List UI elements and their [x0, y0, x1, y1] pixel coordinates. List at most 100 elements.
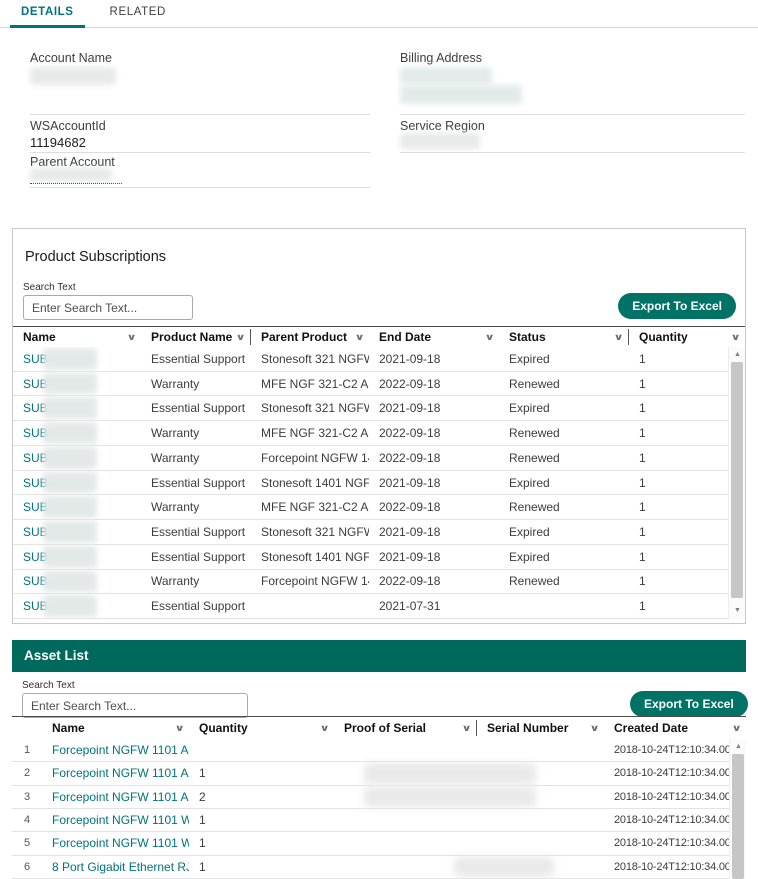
- cell-parent-product: Stonesoft 321 NGFW A...: [261, 525, 369, 539]
- assets-table-body: 1 Forcepoint NGFW 1101 Appl... 2018-10-2…: [12, 739, 746, 879]
- chevron-down-icon[interactable]: ∨: [354, 331, 365, 342]
- chevron-down-icon[interactable]: ∨: [730, 331, 741, 342]
- chevron-down-icon[interactable]: ∨: [613, 331, 624, 342]
- subscriptions-export-to-excel-button[interactable]: Export To Excel: [618, 293, 736, 319]
- cell-created-date: 2018-10-24T12:10:34.000Z: [614, 790, 729, 803]
- cell-rownum: 2: [23, 767, 31, 780]
- asset-link[interactable]: Forcepoint NGFW 1101 Appl...: [52, 789, 189, 804]
- cell-product-name: Essential Support: [151, 525, 246, 539]
- column-header-serial-number[interactable]: Serial Number ∨: [477, 720, 604, 736]
- chevron-down-icon[interactable]: ∨: [589, 722, 600, 733]
- table-row: SUB- Warranty MFE NGF 321-C2 Appli... 20…: [13, 421, 728, 446]
- tab-details[interactable]: DETAILS: [10, 0, 85, 28]
- cell-product-name: Essential Support: [151, 599, 246, 614]
- scrollbar-thumb[interactable]: [731, 362, 743, 598]
- scroll-down-icon[interactable]: ▼: [734, 607, 741, 614]
- table-row: 3 Forcepoint NGFW 1101 Appl... 2 2018-10…: [12, 786, 729, 809]
- chevron-down-icon[interactable]: ∨: [484, 331, 495, 342]
- vertical-scrollbar[interactable]: ▲: [729, 739, 746, 879]
- column-label: Parent Product: [261, 330, 348, 344]
- column-label: Created Date: [614, 721, 689, 735]
- column-header-name[interactable]: Name ∨: [42, 720, 189, 736]
- subscription-name-redacted: [43, 372, 97, 395]
- field-divider: [30, 152, 370, 153]
- parent-account-link-underline: [30, 183, 122, 184]
- column-label: Serial Number: [487, 721, 569, 735]
- cell-product-name: Warranty: [151, 426, 200, 441]
- column-header-status[interactable]: Status ∨: [499, 329, 629, 345]
- scroll-up-icon[interactable]: ▲: [735, 743, 742, 750]
- column-header-proof-of-serial[interactable]: Proof of Serial ∨: [334, 720, 477, 736]
- cell-end-date: 2022-09-18: [379, 426, 441, 441]
- scrollbar-thumb[interactable]: [732, 754, 744, 879]
- cell-quantity: 1: [639, 376, 646, 391]
- cell-created-date: 2018-10-24T12:10:34.000Z: [614, 767, 729, 780]
- assets-search-input[interactable]: [22, 693, 248, 718]
- table-row: SUB- Warranty Forcepoint NGFW 1401 ... 2…: [13, 446, 728, 471]
- cell-status: Renewed: [509, 426, 560, 441]
- tab-related[interactable]: RELATED: [109, 6, 166, 18]
- subscription-name-redacted: [43, 496, 97, 519]
- cell-end-date: 2021-09-18: [379, 525, 441, 539]
- column-header-product-name[interactable]: Product Name ∨: [141, 329, 251, 345]
- tab-bar: DETAILS RELATED: [0, 0, 758, 28]
- billing-address-redacted: [400, 85, 522, 104]
- cell-quantity: 1: [199, 859, 206, 874]
- assets-export-to-excel-button[interactable]: Export To Excel: [630, 691, 748, 717]
- cell-rownum: 5: [23, 837, 31, 850]
- scroll-up-icon[interactable]: ▲: [734, 351, 741, 358]
- column-header-name[interactable]: Name ∨: [13, 329, 141, 345]
- cell-quantity: 1: [639, 549, 646, 564]
- cell-parent-product: MFE NGF 321-C2 Appli...: [261, 426, 369, 441]
- column-header-quantity[interactable]: Quantity ∨: [189, 720, 334, 736]
- serial-redacted: [364, 786, 536, 807]
- cell-status: Renewed: [509, 376, 560, 391]
- column-header-parent-product[interactable]: Parent Product ∨: [251, 329, 369, 345]
- cell-parent-product: Stonesoft 1401 NGFW A...: [261, 549, 369, 564]
- column-header-quantity[interactable]: Quantity ∨: [629, 329, 745, 345]
- cell-parent-product: Stonesoft 1401 NGFW A...: [261, 475, 369, 490]
- column-header-created-date[interactable]: Created Date ∨: [604, 720, 746, 736]
- cell-product-name: Essential Support: [151, 401, 246, 416]
- chevron-down-icon[interactable]: ∨: [174, 722, 185, 733]
- chevron-down-icon[interactable]: ∨: [461, 722, 472, 733]
- chevron-down-icon[interactable]: ∨: [235, 331, 246, 342]
- chevron-down-icon[interactable]: ∨: [126, 331, 137, 342]
- asset-link[interactable]: Forcepoint NGFW 1101 Warr...: [52, 813, 189, 828]
- product-subscriptions-section: Product Subscriptions Search Text Export…: [12, 228, 746, 624]
- column-header-end-date[interactable]: End Date ∨: [369, 329, 499, 345]
- table-row: 6 8 Port Gigabit Ethernet RJ4... 1 2018-…: [12, 856, 729, 879]
- cell-end-date: 2022-09-18: [379, 450, 441, 465]
- parent-account-redacted-link[interactable]: [30, 168, 112, 182]
- subscriptions-search-input[interactable]: [23, 295, 193, 320]
- cell-end-date: 2021-09-18: [379, 549, 441, 564]
- asset-link[interactable]: Forcepoint NGFW 1101 Appl...: [52, 743, 189, 758]
- asset-link[interactable]: 8 Port Gigabit Ethernet RJ4...: [52, 859, 189, 874]
- column-label: Proof of Serial: [344, 721, 427, 735]
- subscriptions-table-header: Name ∨ Product Name ∨ Parent Product ∨ End …: [13, 326, 745, 347]
- table-row: SUB- Essential Support Stonesoft 1401 NG…: [13, 471, 728, 496]
- cell-quantity: 1: [639, 351, 646, 366]
- chevron-down-icon[interactable]: ∨: [731, 722, 742, 733]
- field-divider: [30, 187, 370, 188]
- cell-end-date: 2021-09-18: [379, 351, 441, 366]
- cell-quantity: 1: [199, 766, 206, 781]
- vertical-scrollbar[interactable]: ▲ ▼: [728, 347, 745, 619]
- cell-created-date: 2018-10-24T12:10:34.000Z: [614, 837, 729, 850]
- cell-end-date: 2021-09-18: [379, 401, 441, 416]
- search-text-label: Search Text: [22, 680, 75, 691]
- field-divider: [400, 114, 745, 115]
- subscription-name-redacted: [43, 348, 97, 370]
- chevron-down-icon[interactable]: ∨: [319, 722, 330, 733]
- table-row: SUB- Warranty MFE NGF 321-C2 Appli... 20…: [13, 495, 728, 521]
- billing-address-redacted: [400, 67, 492, 84]
- table-row: SUB- Warranty MFE NGF 321-C2 Appli... 20…: [13, 372, 728, 397]
- cell-status: Renewed: [509, 450, 560, 465]
- column-label: Quantity: [639, 330, 688, 344]
- cell-quantity: 1: [639, 450, 646, 465]
- subscription-name-redacted: [43, 570, 97, 593]
- cell-end-date: 2022-09-18: [379, 376, 441, 391]
- asset-link[interactable]: Forcepoint NGFW 1101 Warr...: [52, 836, 189, 851]
- field-divider: [30, 114, 370, 115]
- asset-link[interactable]: Forcepoint NGFW 1101 Appl...: [52, 766, 189, 781]
